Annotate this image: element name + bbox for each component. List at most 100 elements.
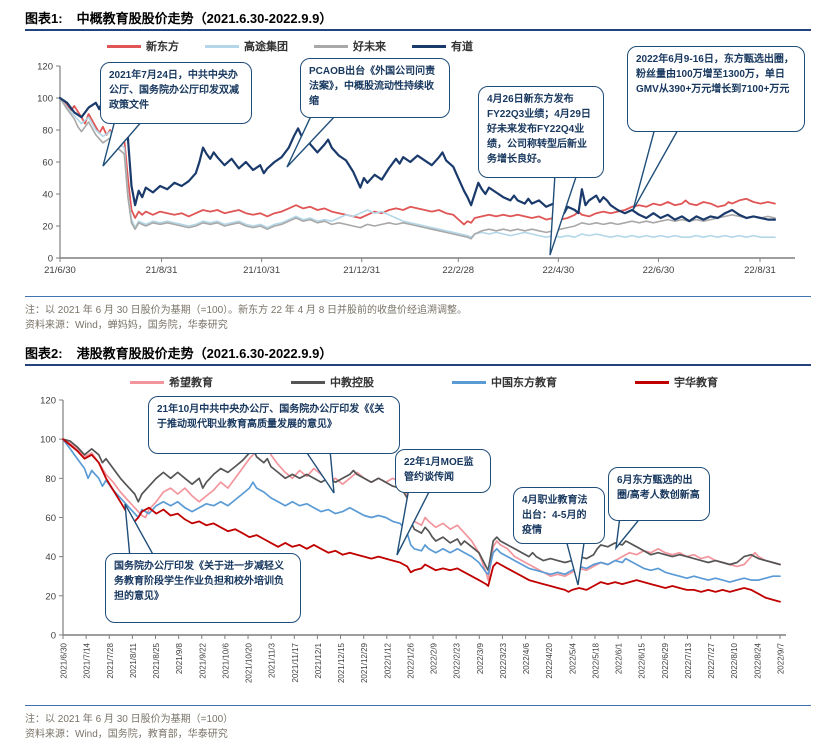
callout-annotation-1: 2021年7月24日，中共中央办公厅、国务院办公厅印发双减政策文件 — [100, 62, 252, 124]
legend-item-新东方: 新东方 — [107, 38, 179, 54]
callout-annotation-3: 4月26日新东方发布FY22Q3业绩；4月29日好未来发布FY22Q4业绩，公司… — [478, 86, 604, 178]
legend-item-中教控股: 中教控股 — [291, 374, 374, 390]
callout-annotation-4: 2022年6月9-16日，东方甄选出圈，粉丝量由100万增至1300万，单日GM… — [627, 46, 805, 132]
svg-text:80: 80 — [42, 126, 53, 137]
figure1-header: 图表1: 中概教育股股价走势（2021.6.30-2022.9.9） — [25, 8, 332, 27]
svg-text:100: 100 — [40, 435, 56, 446]
svg-text:2021/8/25: 2021/8/25 — [152, 642, 161, 678]
legend-swatch-icon — [205, 44, 239, 48]
legend-swatch-icon — [130, 380, 164, 384]
legend-label: 中国东方教育 — [491, 377, 557, 389]
svg-text:21/12/31: 21/12/31 — [343, 265, 380, 276]
legend-swatch-icon — [635, 380, 669, 384]
svg-text:80: 80 — [45, 474, 56, 485]
callout-annotation-2: 22年1月MOE监管约谈传闻 — [395, 449, 491, 493]
svg-text:0: 0 — [48, 254, 53, 265]
svg-text:2021/7/14: 2021/7/14 — [83, 642, 92, 678]
legend-swatch-icon — [107, 44, 141, 48]
legend-item-高途集团: 高途集团 — [205, 38, 288, 54]
svg-text:22/2/28: 22/2/28 — [442, 265, 474, 276]
svg-text:2022/5/4: 2022/5/4 — [568, 642, 577, 674]
callout-annotation-1: 21年10月中共中央办公厅、国务院办公厅印发《《关于推动现代职业教育高质量发展的… — [148, 396, 400, 454]
svg-text:2021/8/11: 2021/8/11 — [129, 642, 138, 678]
figure1-header-rule — [25, 29, 811, 31]
svg-text:2021/12/29: 2021/12/29 — [360, 642, 369, 683]
legend-item-希望教育: 希望教育 — [130, 374, 213, 390]
figure2-title: 港股教育股股价走势（2021.6.30-2022.9.9） — [76, 346, 333, 361]
svg-text:2021/6/30: 2021/6/30 — [60, 642, 69, 678]
svg-text:0: 0 — [51, 630, 56, 641]
figure2-header-rule — [25, 364, 811, 366]
svg-text:2021/11/3: 2021/11/3 — [268, 642, 277, 678]
svg-text:60: 60 — [45, 513, 56, 524]
legend-swatch-icon — [314, 44, 348, 48]
figure1-source: 资料来源：Wind，蝉妈妈，国务院，华泰研究 — [25, 320, 228, 331]
legend-swatch-icon — [412, 44, 446, 48]
legend-swatch-icon — [452, 380, 486, 384]
svg-text:2022/7/27: 2022/7/27 — [707, 642, 716, 678]
svg-text:2021/11/17: 2021/11/17 — [291, 642, 300, 682]
svg-text:40: 40 — [42, 190, 53, 201]
figure2-label: 图表2: — [25, 346, 63, 361]
figure2-source: 资料来源：Wind，国务院，教育部，华泰研究 — [25, 729, 228, 740]
svg-text:100: 100 — [37, 94, 53, 105]
figure1-label: 图表1: — [25, 11, 63, 26]
svg-text:2021/7/28: 2021/7/28 — [106, 642, 115, 678]
svg-text:2022/5/18: 2022/5/18 — [591, 642, 600, 678]
svg-text:2021/12/1: 2021/12/1 — [314, 642, 323, 678]
legend-label: 希望教育 — [169, 377, 213, 389]
callout-annotation-5: 国务院办公厅印发《关于进一步减轻义务教育阶段学生作业负担和校外培训负担的意见》 — [105, 553, 301, 623]
chart2-legend: 希望教育 中教控股 中国东方教育 宇华教育 — [130, 374, 718, 390]
svg-text:2022/8/10: 2022/8/10 — [730, 642, 739, 678]
legend-item-好未来: 好未来 — [314, 38, 386, 54]
svg-text:2022/9/7: 2022/9/7 — [777, 642, 786, 674]
svg-text:2022/3/9: 2022/3/9 — [476, 642, 485, 674]
svg-text:2022/7/13: 2022/7/13 — [684, 642, 693, 678]
svg-text:2022/8/24: 2022/8/24 — [753, 642, 762, 678]
figure2-chart: 0 20 40 60 80 100 120 2021/6/30 2021/7/14 2021/7/… — [15, 372, 820, 702]
legend-label: 好未来 — [353, 41, 386, 53]
legend-label: 宇华教育 — [674, 377, 718, 389]
svg-text:2022/6/29: 2022/6/29 — [661, 642, 670, 678]
svg-text:2022/6/15: 2022/6/15 — [638, 642, 647, 678]
svg-text:60: 60 — [42, 158, 53, 169]
figure2-note-rule — [25, 705, 811, 706]
svg-text:2022/4/6: 2022/4/6 — [522, 642, 531, 674]
svg-text:2021/10/20: 2021/10/20 — [245, 642, 254, 683]
legend-label: 有道 — [451, 41, 473, 53]
svg-text:2021/9/22: 2021/9/22 — [198, 642, 207, 678]
svg-text:21/6/30: 21/6/30 — [44, 265, 76, 276]
svg-text:2022/6/1: 2022/6/1 — [615, 642, 624, 674]
svg-text:2022/2/23: 2022/2/23 — [453, 642, 462, 678]
svg-text:2022/3/23: 2022/3/23 — [499, 642, 508, 678]
callout-annotation-3: 4月职业教育法出台：4-5月的疫情 — [513, 487, 605, 544]
legend-label: 高途集团 — [244, 41, 288, 53]
callout-annotation-4: 6月东方甄选的出圈/高考人数创新高 — [608, 467, 710, 521]
figure1-note: 注：以 2021 年 6 月 30 日股价为基期（=100）。新东方 22 年 … — [25, 305, 468, 316]
figure2-header: 图表2: 港股教育股股价走势（2021.6.30-2022.9.9） — [25, 343, 332, 362]
svg-text:2021/10/6: 2021/10/6 — [221, 642, 230, 678]
chart1-legend: 新东方 高途集团 好未来 有道 — [107, 38, 473, 54]
figure1-note-rule — [25, 296, 811, 297]
legend-item-有道: 有道 — [412, 38, 473, 54]
callout-annotation-2: PCAOB出台《外国公司问责法案》，中概股流动性持续收缩 — [300, 58, 450, 118]
legend-swatch-icon — [291, 380, 325, 384]
svg-text:21/10/31: 21/10/31 — [243, 265, 280, 276]
svg-text:2022/4/20: 2022/4/20 — [545, 642, 554, 678]
svg-text:2022/2/9: 2022/2/9 — [430, 642, 439, 674]
svg-text:20: 20 — [45, 591, 56, 602]
figure2-note: 注：以 2021 年 6 月 30 日股价为基期（=100） — [25, 714, 234, 725]
legend-item-宇华教育: 宇华教育 — [635, 374, 718, 390]
figure1-chart: 0 20 40 60 80 100 120 21/6/30 21/8/31 21/10/31 21/… — [15, 36, 820, 294]
svg-text:20: 20 — [42, 222, 53, 233]
svg-text:2022/1/12: 2022/1/12 — [383, 642, 392, 678]
svg-text:120: 120 — [37, 62, 53, 73]
svg-text:21/8/31: 21/8/31 — [146, 265, 178, 276]
svg-text:22/8/31: 22/8/31 — [744, 265, 776, 276]
legend-label: 新东方 — [146, 41, 179, 53]
svg-text:2022/1/26: 2022/1/26 — [406, 642, 415, 678]
svg-text:40: 40 — [45, 552, 56, 563]
legend-item-中国东方教育: 中国东方教育 — [452, 374, 557, 390]
svg-text:22/4/30: 22/4/30 — [543, 265, 575, 276]
